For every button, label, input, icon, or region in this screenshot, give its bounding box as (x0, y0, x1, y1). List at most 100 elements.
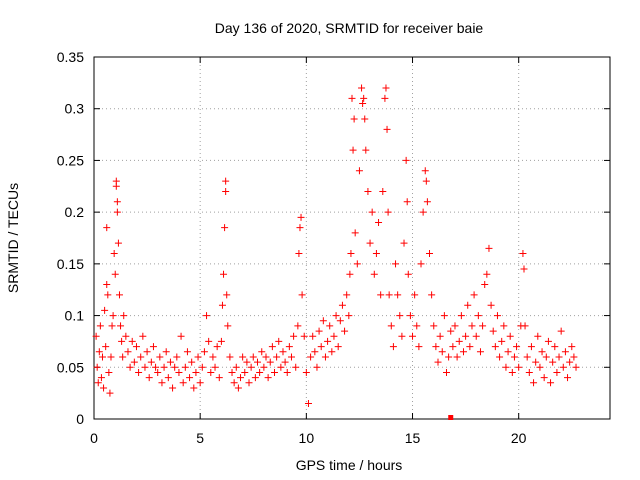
data-point (307, 353, 315, 361)
data-point (496, 353, 504, 361)
x-tick-label: 0 (90, 430, 98, 446)
x-tick-label: 15 (405, 430, 421, 446)
data-point (315, 327, 323, 335)
data-point (192, 368, 200, 376)
data-point (341, 327, 349, 335)
data-point (137, 353, 145, 361)
data-point (222, 177, 230, 185)
data-point (328, 348, 336, 356)
data-point (326, 322, 334, 330)
data-point (266, 358, 274, 366)
data-point (218, 301, 226, 309)
data-point (385, 291, 393, 299)
data-point (389, 343, 397, 351)
data-point (544, 337, 552, 345)
data-point (254, 358, 262, 366)
data-point (542, 353, 550, 361)
data-point (295, 250, 303, 258)
data-point (502, 363, 510, 371)
data-point (457, 312, 465, 320)
data-point (241, 368, 249, 376)
data-point (101, 306, 109, 314)
data-point (95, 348, 103, 356)
data-point (464, 301, 472, 309)
data-point (268, 343, 276, 351)
data-point (411, 291, 419, 299)
data-point (205, 337, 213, 345)
data-point (179, 379, 187, 387)
data-point (251, 374, 259, 382)
data-point (285, 343, 293, 351)
data-point (304, 399, 312, 407)
data-point (245, 379, 253, 387)
data-point (493, 312, 501, 320)
data-point (426, 250, 434, 258)
data-point (348, 94, 356, 102)
data-point (540, 374, 548, 382)
data-point (375, 218, 383, 226)
data-point (181, 363, 189, 371)
data-point (321, 353, 329, 361)
data-point (415, 343, 423, 351)
x-tick-label: 20 (511, 430, 527, 446)
data-point (551, 343, 559, 351)
data-point (104, 291, 112, 299)
data-point (362, 146, 370, 154)
data-point (273, 353, 281, 361)
data-point (230, 379, 238, 387)
data-point (440, 312, 448, 320)
data-point (297, 213, 305, 221)
data-point (279, 348, 287, 356)
data-point (561, 348, 569, 356)
data-point (209, 353, 217, 361)
data-point (417, 260, 425, 268)
data-point (468, 322, 476, 330)
data-point (262, 353, 270, 361)
data-point (183, 348, 191, 356)
data-point (275, 337, 283, 345)
data-point (124, 348, 132, 356)
data-point (406, 312, 414, 320)
data-point (557, 327, 565, 335)
data-point (270, 368, 278, 376)
data-point (498, 337, 506, 345)
data-point (162, 348, 170, 356)
data-point (213, 343, 221, 351)
data-point (476, 348, 484, 356)
data-point (175, 368, 183, 376)
data-point (115, 291, 123, 299)
data-point (149, 343, 157, 351)
data-point (459, 348, 467, 356)
data-point (102, 343, 110, 351)
data-point (113, 198, 121, 206)
data-point (258, 348, 266, 356)
data-point (547, 379, 555, 387)
data-point (559, 363, 567, 371)
axis-marker (448, 415, 454, 420)
data-point (228, 368, 236, 376)
data-point (200, 348, 208, 356)
data-point (294, 322, 302, 330)
data-point (422, 177, 430, 185)
data-point (436, 332, 444, 340)
data-point (377, 291, 385, 299)
data-point (466, 343, 474, 351)
data-point (506, 332, 514, 340)
data-point (366, 239, 374, 247)
data-point (332, 312, 340, 320)
data-point (103, 281, 111, 289)
data-point (336, 317, 344, 325)
data-point (106, 389, 114, 397)
data-point (120, 312, 128, 320)
data-point (338, 301, 346, 309)
y-tick-label: 0.35 (57, 49, 84, 65)
data-point (281, 358, 289, 366)
data-point (117, 322, 125, 330)
data-point (160, 363, 168, 371)
data-point (409, 332, 417, 340)
data-point (110, 250, 118, 258)
data-point (347, 250, 355, 258)
data-point (379, 187, 387, 195)
data-point (345, 312, 353, 320)
